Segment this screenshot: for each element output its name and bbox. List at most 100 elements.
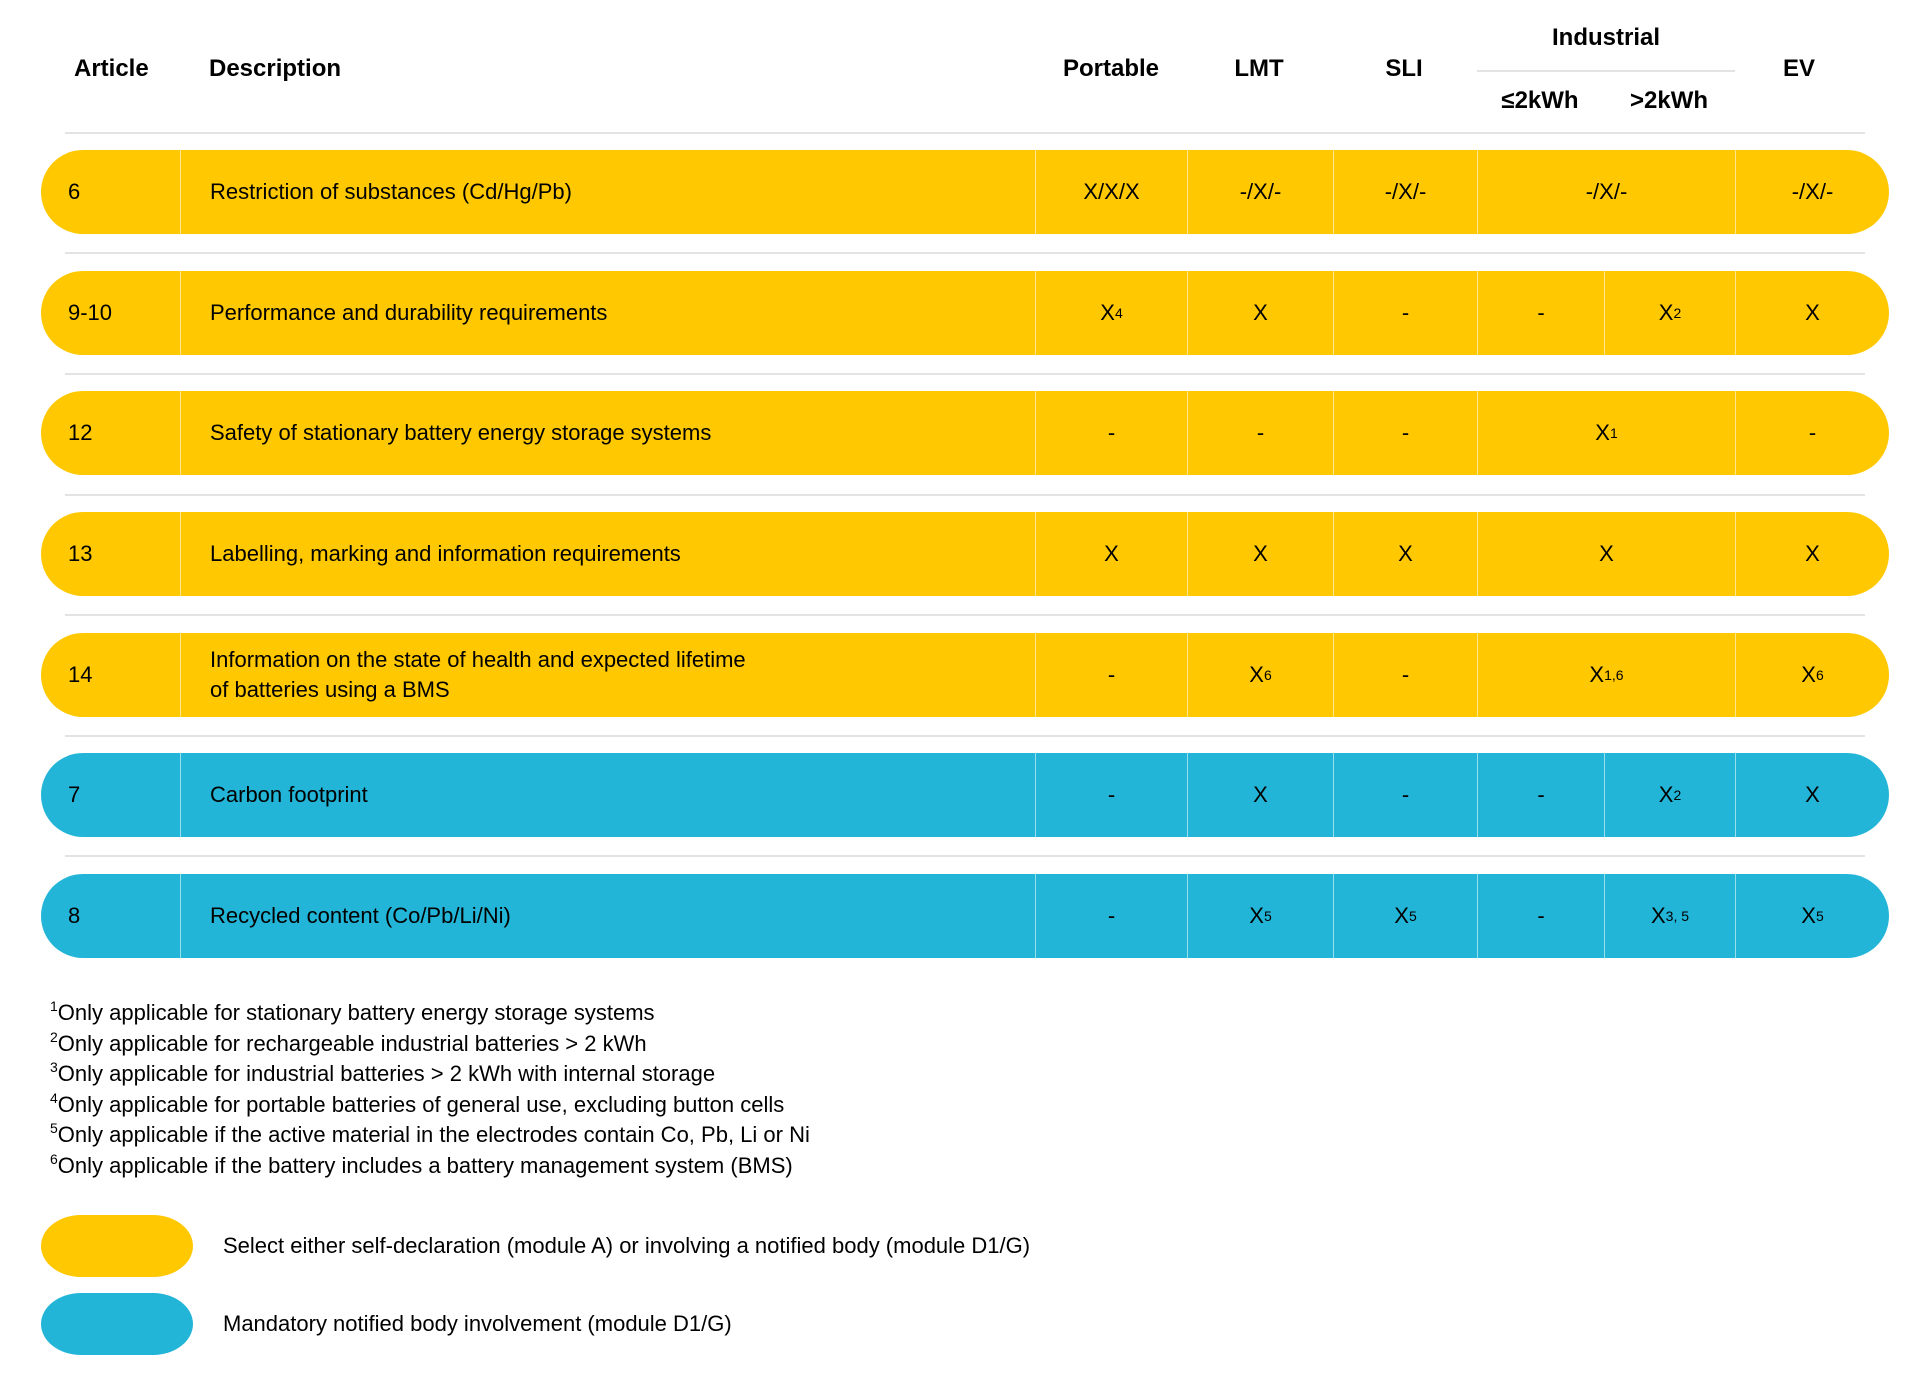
header-ev: EV (1782, 55, 1816, 82)
footnote-number: 6 (50, 1150, 58, 1167)
cell-value: X (1104, 541, 1119, 566)
header-portable: Portable (1062, 55, 1160, 82)
cell-article: 7 (68, 753, 178, 837)
article-number: 13 (68, 541, 93, 566)
cell-value: - (1401, 782, 1410, 807)
cell-value: X (1801, 903, 1816, 928)
cell-value: X (1599, 541, 1614, 566)
cell-sli: - (1333, 271, 1477, 355)
cell-value: - (1537, 782, 1545, 807)
row-divider (65, 735, 1865, 737)
cell-lmt: - (1187, 391, 1333, 475)
table-row: 9-10 Performance and durability requireme… (41, 271, 1889, 355)
description-text: Performance and durability requirements (210, 300, 608, 325)
cell-sli: - (1333, 753, 1477, 837)
cell-lmt: X (1187, 271, 1333, 355)
header-article: Article (74, 55, 149, 82)
row-divider (65, 614, 1865, 616)
cell-article: 6 (68, 150, 178, 234)
cell-ev: - (1735, 391, 1889, 475)
cell-article: 8 (68, 874, 178, 958)
cell-value: X/X/X (1083, 179, 1140, 204)
cell-value: - (1107, 662, 1116, 687)
cell-ev: X (1735, 753, 1889, 837)
cell-description: Recycled content (Co/Pb/Li/Ni) (180, 874, 1035, 958)
cell-value: X (1801, 662, 1816, 687)
cell-sli: X (1333, 512, 1477, 596)
table-row: 8 Recycled content (Co/Pb/Li/Ni) - X 5 X 5- X 3,… (41, 874, 1889, 958)
row-divider (65, 252, 1865, 254)
cell-value: -/X/- (1384, 179, 1427, 204)
footnote: 2Only applicable for rechargeable indust… (50, 1030, 647, 1057)
cell-value: - (1256, 420, 1265, 445)
footnote: 6Only applicable if the battery includes… (50, 1150, 793, 1179)
table-row: 14 Information on the state of health and… (41, 633, 1889, 717)
table-row: 7 Carbon footprint - X - - X 2 X (41, 753, 1889, 837)
cell-description: Restriction of substances (Cd/Hg/Pb) (180, 150, 1035, 234)
footnote-text: Only applicable for rechargeable industr… (57, 1030, 647, 1056)
footnote-text: Only applicable for industrial batteries… (57, 1061, 716, 1086)
cell-portable: - (1035, 874, 1187, 958)
article-number: 12 (68, 420, 93, 445)
article-number: 7 (68, 782, 81, 807)
cell-value: X (1658, 782, 1674, 807)
cell-description: Safety of stationary battery energy stor… (180, 391, 1035, 475)
cell-portable: X (1035, 512, 1187, 596)
row-divider (65, 132, 1865, 134)
row-divider (65, 855, 1865, 857)
cell-value: X (1253, 300, 1268, 325)
cell-value: X (1658, 300, 1674, 325)
cell-lmt: X (1187, 753, 1333, 837)
cell-value: X (1253, 541, 1268, 566)
footnote: 5Only applicable if the active material … (50, 1120, 810, 1148)
cell-value: -/X/- (1239, 179, 1282, 204)
header-industrial: Industrial (1551, 24, 1661, 51)
footnote: 3Only applicable for industrial batterie… (50, 1060, 716, 1087)
header-description: Description (209, 55, 342, 82)
footnote-text: Only applicable for stationary battery e… (57, 1000, 655, 1025)
cell-value: - (1401, 662, 1410, 687)
description-text: Labelling, marking and information requi… (210, 541, 681, 566)
cell-article: 9-10 (68, 271, 178, 355)
footnote-number: 5 (50, 1120, 58, 1136)
footnote-text: Only applicable if the battery includes … (57, 1152, 793, 1178)
header-sli: SLI (1385, 55, 1423, 82)
cell-portable: - (1035, 753, 1187, 837)
cell-value: - (1808, 420, 1817, 445)
cell-value: - (1107, 903, 1116, 928)
footnote-text: Only applicable if the active material i… (57, 1122, 810, 1147)
cell-lmt: X (1187, 512, 1333, 596)
cell-value: X (1253, 782, 1268, 807)
footnote: 4Only applicable for portable batteries … (50, 1091, 785, 1118)
cell-value: X (1650, 903, 1666, 928)
cell-value: - (1537, 300, 1545, 325)
header-industrial-high: >2kWh (1629, 87, 1709, 114)
cell-industrial-low: - (1477, 753, 1604, 837)
description-text: Safety of stationary battery energy stor… (210, 420, 712, 445)
header-lmt: LMT (1234, 55, 1284, 82)
cell-portable: - (1035, 391, 1187, 475)
industrial-divider (1477, 70, 1735, 72)
cell-article: 14 (68, 633, 178, 717)
cell-value: X (1100, 300, 1115, 325)
table-row: 12 Safety of stationary battery energy st… (41, 391, 1889, 475)
footnote-text: Only applicable for portable batteries o… (57, 1091, 785, 1117)
article-number: 6 (68, 179, 81, 204)
cell-industrial: X (1477, 512, 1735, 596)
cell-description: Labelling, marking and information requi… (180, 512, 1035, 596)
legend-swatch-self-declaration (41, 1215, 193, 1277)
cell-description: Information on the state of health and e… (180, 633, 1035, 717)
cell-ev: X (1735, 512, 1889, 596)
cell-description: Carbon footprint (180, 753, 1035, 837)
legend-label: Mandatory notified body involvement (mod… (223, 1311, 732, 1336)
cell-value: X (1398, 541, 1413, 566)
cell-lmt: -/X/- (1187, 150, 1333, 234)
footnote-number: 1 (50, 998, 58, 1014)
cell-portable: - (1035, 633, 1187, 717)
